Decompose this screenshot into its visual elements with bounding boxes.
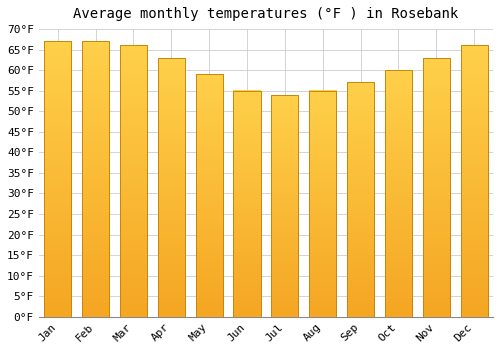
- Bar: [234, 91, 260, 317]
- Bar: [44, 41, 72, 317]
- Bar: [158, 58, 185, 317]
- Bar: [196, 74, 223, 317]
- Bar: [422, 58, 450, 317]
- Bar: [460, 46, 488, 317]
- Bar: [385, 70, 412, 317]
- Bar: [309, 91, 336, 317]
- Bar: [347, 83, 374, 317]
- Title: Average monthly temperatures (°F ) in Rosebank: Average monthly temperatures (°F ) in Ro…: [74, 7, 458, 21]
- Bar: [120, 46, 147, 317]
- Bar: [82, 41, 109, 317]
- Bar: [271, 95, 298, 317]
